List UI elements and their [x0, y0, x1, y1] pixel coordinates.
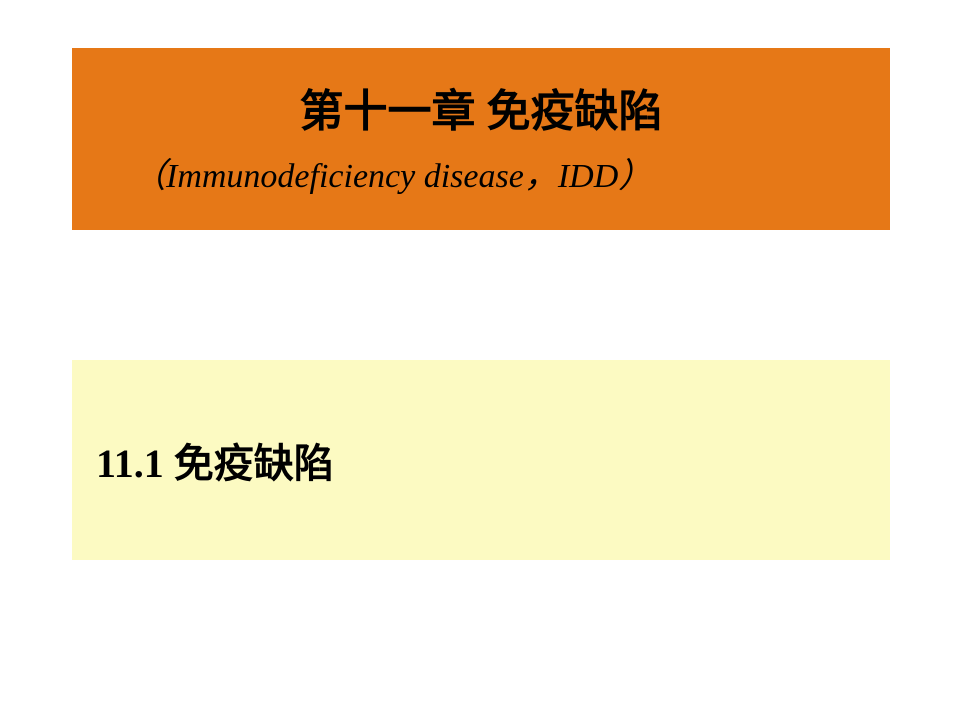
section-block: 11.1 免疫缺陷	[72, 360, 890, 560]
title-block: 第十一章 免疫缺陷 （Immunodeficiency disease，IDD）	[72, 48, 890, 230]
section-heading: 11.1 免疫缺陷	[96, 431, 334, 489]
chapter-subtitle: （Immunodeficiency disease，IDD）	[102, 148, 652, 197]
chapter-title: 第十一章 免疫缺陷	[300, 81, 663, 143]
